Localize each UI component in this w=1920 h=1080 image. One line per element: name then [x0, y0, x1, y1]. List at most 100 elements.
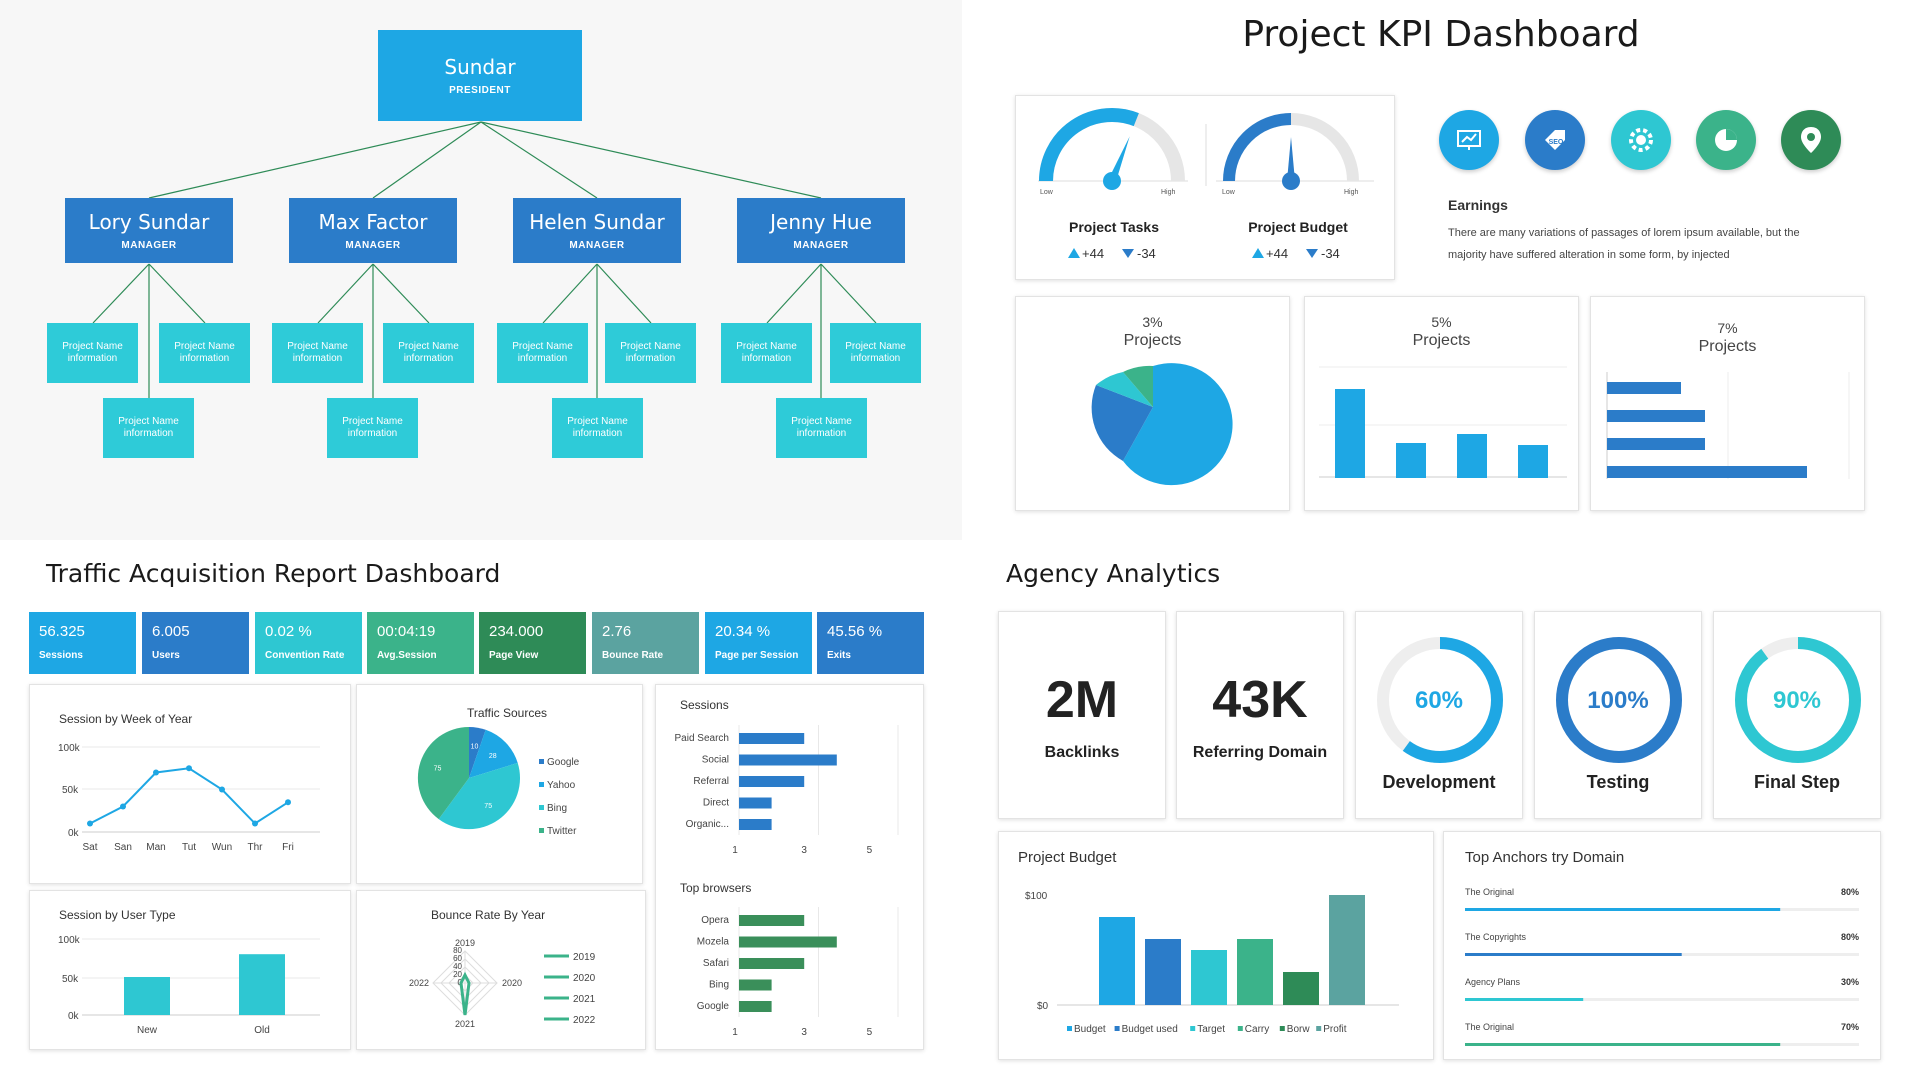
kpi-card-label: Projects — [1412, 332, 1471, 349]
slice-label: 75 — [434, 766, 442, 773]
metric-label: Convention Rate — [265, 650, 345, 661]
category-label: Direct — [703, 798, 729, 809]
metric-tile: 20.34 % Page per Session — [705, 612, 812, 674]
legend-swatch — [539, 805, 544, 810]
stat-card-referring: 43K Referring Domain — [1176, 611, 1344, 819]
legend-swatch — [1190, 1026, 1196, 1031]
stat-value: 2M — [1045, 671, 1119, 729]
ring-card-final-step: 90% Final Step — [1713, 611, 1881, 819]
chart-title: Bounce Rate By Year — [431, 908, 545, 922]
kpi-card-pct: 3% — [1142, 314, 1163, 330]
radar-ring-label: 80 — [453, 946, 462, 955]
legend-label: Target — [1197, 1024, 1225, 1035]
ring-label: Development — [1382, 772, 1496, 792]
down-arrow-icon — [1306, 249, 1318, 258]
anchor-name: The Original — [1465, 887, 1514, 897]
legend-label: Bing — [547, 803, 567, 814]
y-tick: 100k — [58, 743, 81, 754]
org-project-box: Project Name information — [103, 398, 194, 458]
progress-track — [1465, 998, 1859, 1001]
metric-label: Page View — [489, 650, 539, 661]
chart-title: Top browsers — [680, 881, 751, 895]
gauge-up-value: +44 — [1266, 246, 1288, 261]
org-manager-box: Max Factor MANAGER — [289, 198, 457, 263]
user-type-bars: New Old — [124, 954, 285, 1036]
metric-tile: 234.000 Page View — [479, 612, 586, 674]
kpi-pie-card: 3% Projects — [1015, 296, 1290, 511]
x-tick: 3 — [801, 1027, 807, 1038]
bar — [739, 819, 772, 830]
org-project-box: Project Name information — [721, 323, 812, 383]
gauge-needle — [1108, 136, 1130, 183]
pie-slice — [469, 729, 518, 778]
x-tick: San — [114, 842, 132, 853]
bar — [1145, 939, 1181, 1005]
gauge-needle — [1287, 137, 1295, 181]
presentation-chart-icon — [1439, 110, 1499, 170]
ring-card-development: 60% Development — [1355, 611, 1523, 819]
legend-label: 2022 — [573, 1015, 596, 1026]
x-tick: 1 — [732, 845, 738, 856]
org-manager-name: Jenny Hue — [770, 210, 872, 234]
agency-title: Agency Analytics — [1006, 559, 1221, 588]
bar — [1283, 972, 1319, 1005]
bar — [124, 977, 170, 1015]
chart-title: Session by Week of Year — [59, 712, 192, 726]
anchor-name: Agency Plans — [1465, 977, 1521, 987]
legend-label: Budget — [1074, 1024, 1106, 1035]
data-point — [186, 765, 192, 772]
anchor-name: The Original — [1465, 1022, 1514, 1032]
down-arrow-icon — [1122, 249, 1134, 258]
gear-badge-icon — [1611, 110, 1671, 170]
legend-label: Carry — [1245, 1024, 1269, 1035]
metric-tile: 2.76 Bounce Rate — [592, 612, 699, 674]
gauge-low-label: Low — [1040, 189, 1054, 196]
data-point — [252, 820, 258, 827]
traffic-title: Traffic Acquisition Report Dashboard — [46, 559, 501, 588]
org-project-box: Project Name information — [159, 323, 250, 383]
metric-label: Avg.Session — [377, 650, 437, 661]
org-project-box: Project Name information — [605, 323, 696, 383]
bar — [239, 954, 285, 1015]
metric-value: 234.000 — [489, 623, 544, 640]
metric-tile: 0.02 % Convention Rate — [255, 612, 362, 674]
chart-title: Top Anchors try Domain — [1465, 849, 1624, 866]
legend-label: Borw — [1287, 1024, 1311, 1035]
legend-label: 2019 — [573, 952, 596, 963]
org-president-role: PRESIDENT — [449, 85, 511, 96]
ring-label: Final Step — [1753, 772, 1840, 792]
pie-chart-icon — [1696, 110, 1756, 170]
y-tick: 50k — [62, 974, 79, 985]
pie-slices: 10 28 75 75 — [417, 726, 521, 830]
y-tick: 0k — [68, 1011, 80, 1022]
bounce-rate-card: Bounce Rate By Year 80 60 40 20 0 2019 2020 202… — [356, 890, 646, 1050]
org-manager-role: MANAGER — [121, 240, 177, 251]
org-project-box: Project Name information — [497, 323, 588, 383]
radar-ring-label: 40 — [453, 962, 462, 971]
traffic-sources-chart: Traffic Sources 10 28 75 75 Google Yahoo Bing… — [417, 706, 580, 837]
pie-slice — [1096, 372, 1153, 407]
browsers-bars: Opera Mozela Safari Bing Google 1 3 5 — [697, 907, 899, 1038]
bar — [1191, 950, 1227, 1005]
legend-swatch — [1237, 1026, 1243, 1031]
legend-swatch — [539, 828, 544, 833]
anchor-progress-list: The Original 80% The Copyrights 80% Agency P… — [1465, 887, 1859, 1046]
category-label: Organic... — [686, 819, 729, 830]
kpi-gauges-svg: Low High Low High Project Tasks Project … — [1038, 108, 1374, 261]
gauge-high-label: High — [1344, 189, 1359, 196]
org-president-name: Sundar — [444, 55, 516, 79]
kpi-card-label: Projects — [1123, 332, 1182, 349]
progress-fill — [1465, 998, 1584, 1001]
y-tick: 50k — [62, 785, 79, 796]
svg-text:SEO: SEO — [1549, 139, 1564, 146]
ring-value: 60% — [1414, 687, 1464, 714]
kpi-card-label: Projects — [1698, 338, 1757, 355]
slice-label: 75 — [484, 803, 492, 810]
metric-value: 2.76 — [602, 623, 632, 640]
x-tick: Man — [146, 842, 165, 853]
session-user-chart: Session by User Type 100k 50k 0k New Old — [58, 908, 320, 1036]
data-point — [120, 803, 126, 810]
session-week-chart: Session by Week of Year 100k 50k 0k Sat S… — [58, 712, 320, 853]
bar — [1335, 389, 1365, 478]
sessions-browsers-chart: Sessions Top browsers Paid Search Social R… — [675, 698, 899, 1038]
